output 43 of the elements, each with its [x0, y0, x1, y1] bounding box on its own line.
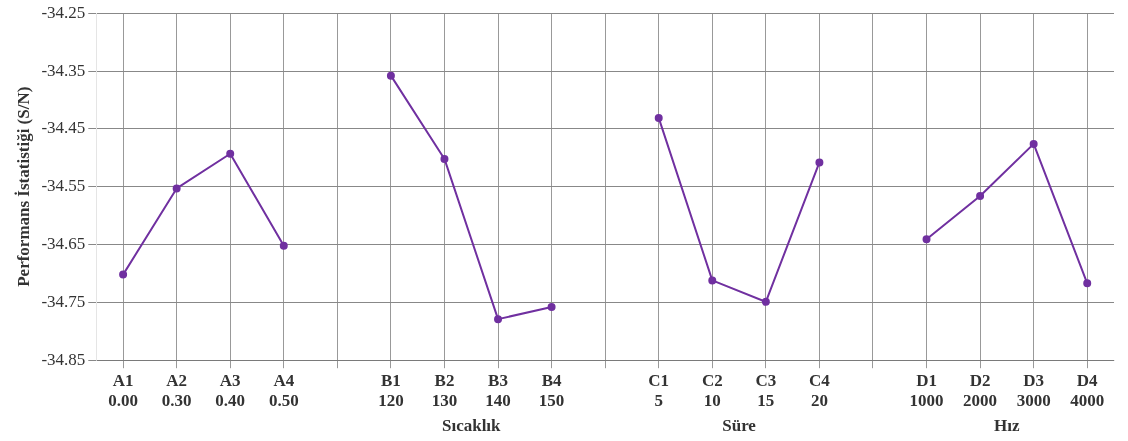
x-tick-label: A3 0.40: [215, 370, 246, 411]
x-tick-label: B3 140: [485, 370, 511, 411]
point: [119, 270, 128, 279]
y-tick-label: -34.35: [41, 60, 86, 80]
text: Sıcaklık: [441, 415, 502, 435]
x-tick-label: D2 2000: [963, 370, 998, 411]
point: [708, 276, 717, 285]
text: Hız: [994, 415, 1021, 435]
point: [279, 241, 288, 250]
x-tick-label: A1 0.00: [108, 370, 138, 411]
x-tick-label: A4 0.50: [268, 370, 299, 411]
point: [1029, 139, 1038, 148]
point: [815, 158, 824, 167]
x-tick-label: B2 130: [431, 370, 458, 411]
point: [440, 154, 449, 163]
x-tick-label: C3 15: [755, 370, 777, 411]
x-tick-label: C4 20: [809, 370, 831, 411]
point: [922, 235, 931, 244]
x-tick-label: C2 10: [701, 370, 723, 411]
x-tick-label: A2 0.30: [161, 370, 192, 411]
y-tick-label: -34.45: [41, 118, 86, 138]
point: [172, 184, 181, 193]
point: [547, 302, 556, 311]
y-tick-label: -34.85: [41, 349, 86, 369]
point: [386, 71, 395, 80]
x-tick-label: D4 4000: [1070, 370, 1105, 411]
x-tick-label: B1 120: [378, 370, 404, 411]
point: [494, 315, 503, 324]
point: [1083, 279, 1092, 288]
point: [226, 149, 235, 158]
y-tick-label: -34.75: [41, 291, 86, 311]
point: [761, 297, 770, 306]
y-tick-label: -34.25: [41, 2, 86, 22]
x-tick-label: D3 3000: [1016, 370, 1051, 411]
point: [976, 191, 985, 200]
point: [654, 113, 663, 122]
x-tick-label: B4 150: [538, 370, 565, 411]
text: Süre: [722, 415, 757, 435]
y-axis-title: Performans İstatistiği (S/N): [13, 86, 33, 287]
x-tick-label: D1 1000: [909, 370, 944, 411]
y-tick-label: -34.55: [41, 176, 86, 196]
y-tick-label: -34.65: [41, 234, 86, 253]
x-tick-label: C1 5: [648, 370, 670, 411]
